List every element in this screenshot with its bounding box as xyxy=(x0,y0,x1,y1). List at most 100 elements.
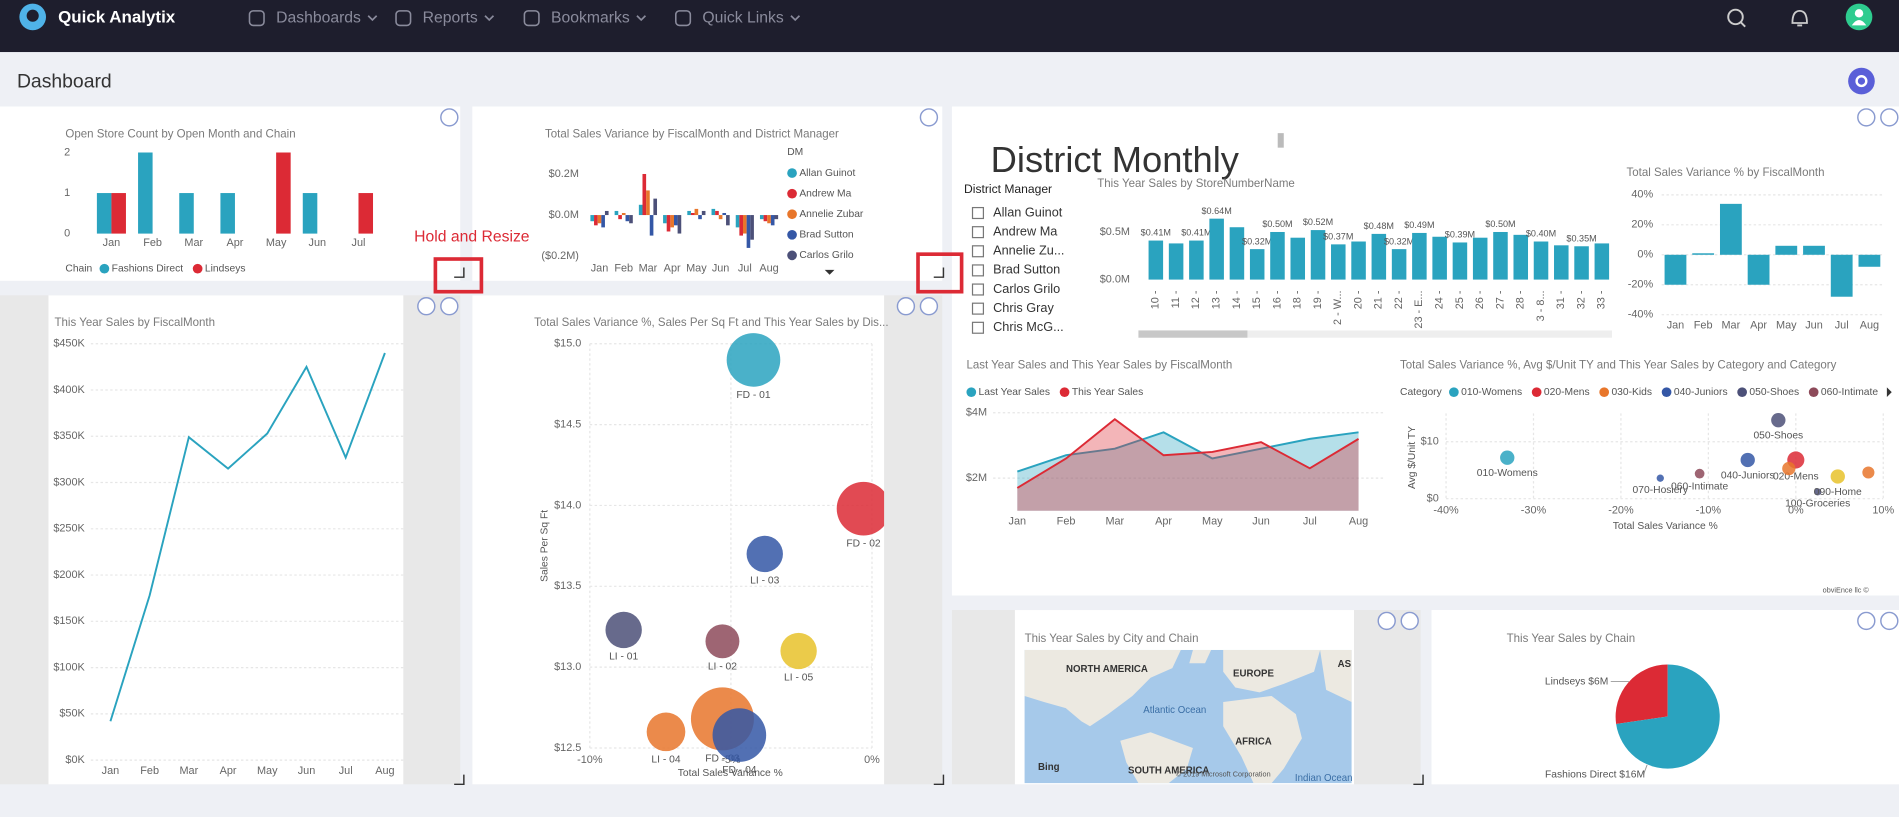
bubble-label: LI - 02 xyxy=(708,661,737,672)
map-label: EUROPE xyxy=(1233,669,1274,680)
panel-pin-button[interactable] xyxy=(1377,611,1396,631)
bar xyxy=(743,215,747,234)
legend-label: 040-Juniors xyxy=(1674,387,1728,398)
x-tick-label: Feb xyxy=(1694,319,1713,331)
resize-handle[interactable] xyxy=(1413,774,1424,786)
slicer-item[interactable]: Brad Sutton xyxy=(993,262,1060,277)
x-tick-label: -40% xyxy=(1433,505,1459,517)
resize-handle[interactable] xyxy=(454,774,465,786)
panel-pin-button[interactable] xyxy=(1880,611,1899,631)
x-tick-label: May xyxy=(1776,319,1797,331)
slicer-item[interactable]: Chris Gray xyxy=(993,300,1054,315)
panel-pin-button[interactable] xyxy=(1857,611,1876,631)
data-label: $0.39M xyxy=(1445,230,1475,240)
x-tick-label: Jul xyxy=(1835,319,1849,331)
panel-pin-button[interactable] xyxy=(919,297,939,316)
resize-handle[interactable] xyxy=(933,774,945,786)
bubble-label: LI - 04 xyxy=(651,754,680,765)
nav-label[interactable]: Dashboards xyxy=(276,9,361,26)
x-tick-label: 32 - xyxy=(1575,290,1587,309)
nav-item[interactable]: Quick Links xyxy=(675,9,801,26)
bar xyxy=(1493,231,1508,280)
panel-pin-button[interactable] xyxy=(440,108,459,127)
bar xyxy=(1830,254,1853,297)
bubble-label: FD - 02 xyxy=(846,539,881,550)
legend-scroll-button[interactable] xyxy=(824,269,835,275)
slicer-checkbox[interactable] xyxy=(971,226,985,239)
map-label: AFRICA xyxy=(1235,737,1272,748)
chart-title: This Year Sales by StoreNumberName xyxy=(1097,178,1295,190)
legend-label: This Year Sales xyxy=(1072,387,1143,398)
notification-button[interactable] xyxy=(1791,9,1808,27)
legend-label: 030-Kids xyxy=(1611,387,1652,398)
panel-pin-button[interactable] xyxy=(1880,108,1899,127)
settings-button[interactable] xyxy=(1848,67,1875,95)
bar xyxy=(698,215,702,220)
report-title: District Monthly xyxy=(991,139,1240,180)
panel-pin-button[interactable] xyxy=(919,108,939,127)
x-axis-title: Total Sales Variance % xyxy=(1613,521,1718,532)
bar xyxy=(618,215,622,220)
x-tick-label: 25 - xyxy=(1454,290,1466,309)
resize-handle[interactable] xyxy=(933,267,945,278)
data-label: $0.32M xyxy=(1242,236,1272,246)
legend-marker xyxy=(1737,387,1747,398)
x-tick-label: 3 - 8... xyxy=(1535,290,1547,321)
resize-handle[interactable] xyxy=(454,267,465,278)
bar xyxy=(1664,254,1687,285)
bar xyxy=(1692,253,1715,255)
panel-pin-button[interactable] xyxy=(896,297,916,316)
slicer-checkbox[interactable] xyxy=(971,321,985,334)
panel-pin-button[interactable] xyxy=(440,297,459,316)
bar xyxy=(759,215,764,220)
slicer-checkbox[interactable] xyxy=(971,302,985,315)
nav-item[interactable]: Bookmarks xyxy=(523,9,647,26)
x-tick-label: -30% xyxy=(1521,505,1547,517)
y-tick-label: 2 xyxy=(64,146,70,158)
x-tick-label: 16 - xyxy=(1271,290,1283,309)
panel-canvas xyxy=(472,295,885,785)
map-land xyxy=(1223,649,1321,693)
legend-next-button[interactable] xyxy=(1886,387,1892,398)
y-tick-label: 0 xyxy=(64,227,70,239)
x-tick-label: Jul xyxy=(1303,516,1317,528)
x-tick-label: Mar xyxy=(184,237,203,249)
nav-item[interactable]: Dashboards xyxy=(248,9,378,26)
slicer-checkbox[interactable] xyxy=(971,283,985,296)
nav-item[interactable]: Reports xyxy=(395,9,495,26)
slicer-item[interactable]: Carlos Grilo xyxy=(993,281,1060,296)
panel-pin-button[interactable] xyxy=(1400,611,1419,631)
bar xyxy=(1310,230,1326,280)
slicer-checkbox[interactable] xyxy=(971,245,985,258)
slicer-item[interactable]: Allan Guinot xyxy=(993,204,1063,219)
scrollbar-thumb[interactable] xyxy=(1138,330,1248,338)
slicer-item[interactable]: Chris McG... xyxy=(993,319,1064,334)
nav-label[interactable]: Reports xyxy=(423,9,478,26)
nav-label[interactable]: Quick Links xyxy=(702,9,783,26)
panel-pin-button[interactable] xyxy=(1857,108,1876,127)
y-tick-label: $0K xyxy=(65,754,85,766)
search-button[interactable] xyxy=(1727,8,1746,28)
nav-label[interactable]: Bookmarks xyxy=(551,9,630,26)
x-tick-label: Apr xyxy=(1155,516,1172,528)
x-tick-label: Aug xyxy=(1349,516,1368,528)
x-tick-label: Apr xyxy=(226,237,243,249)
line xyxy=(1016,418,1360,489)
x-tick-label: 31 - xyxy=(1555,290,1567,309)
slicer-item[interactable]: Annelie Zu... xyxy=(993,243,1064,258)
data-label: $0.40M xyxy=(1526,229,1556,239)
y-tick-label: 40% xyxy=(1631,189,1653,201)
chart-title: This Year Sales by Chain xyxy=(1507,633,1636,645)
y-tick-label: 20% xyxy=(1631,219,1653,231)
app-name[interactable]: Quick Analytix xyxy=(58,8,176,27)
slicer-checkbox[interactable] xyxy=(971,264,985,277)
slicer-checkbox[interactable] xyxy=(971,206,985,220)
legend-marker xyxy=(99,263,110,274)
bubble xyxy=(836,481,885,536)
bar xyxy=(750,215,754,240)
data-label: Fashions Direct $16M xyxy=(1545,769,1645,780)
slicer-title: District Manager xyxy=(964,182,1052,196)
slicer-item[interactable]: Andrew Ma xyxy=(993,224,1058,239)
panel-pin-button[interactable] xyxy=(417,297,436,316)
